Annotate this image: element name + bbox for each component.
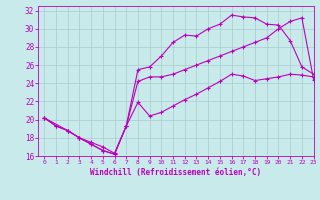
X-axis label: Windchill (Refroidissement éolien,°C): Windchill (Refroidissement éolien,°C)	[91, 168, 261, 177]
